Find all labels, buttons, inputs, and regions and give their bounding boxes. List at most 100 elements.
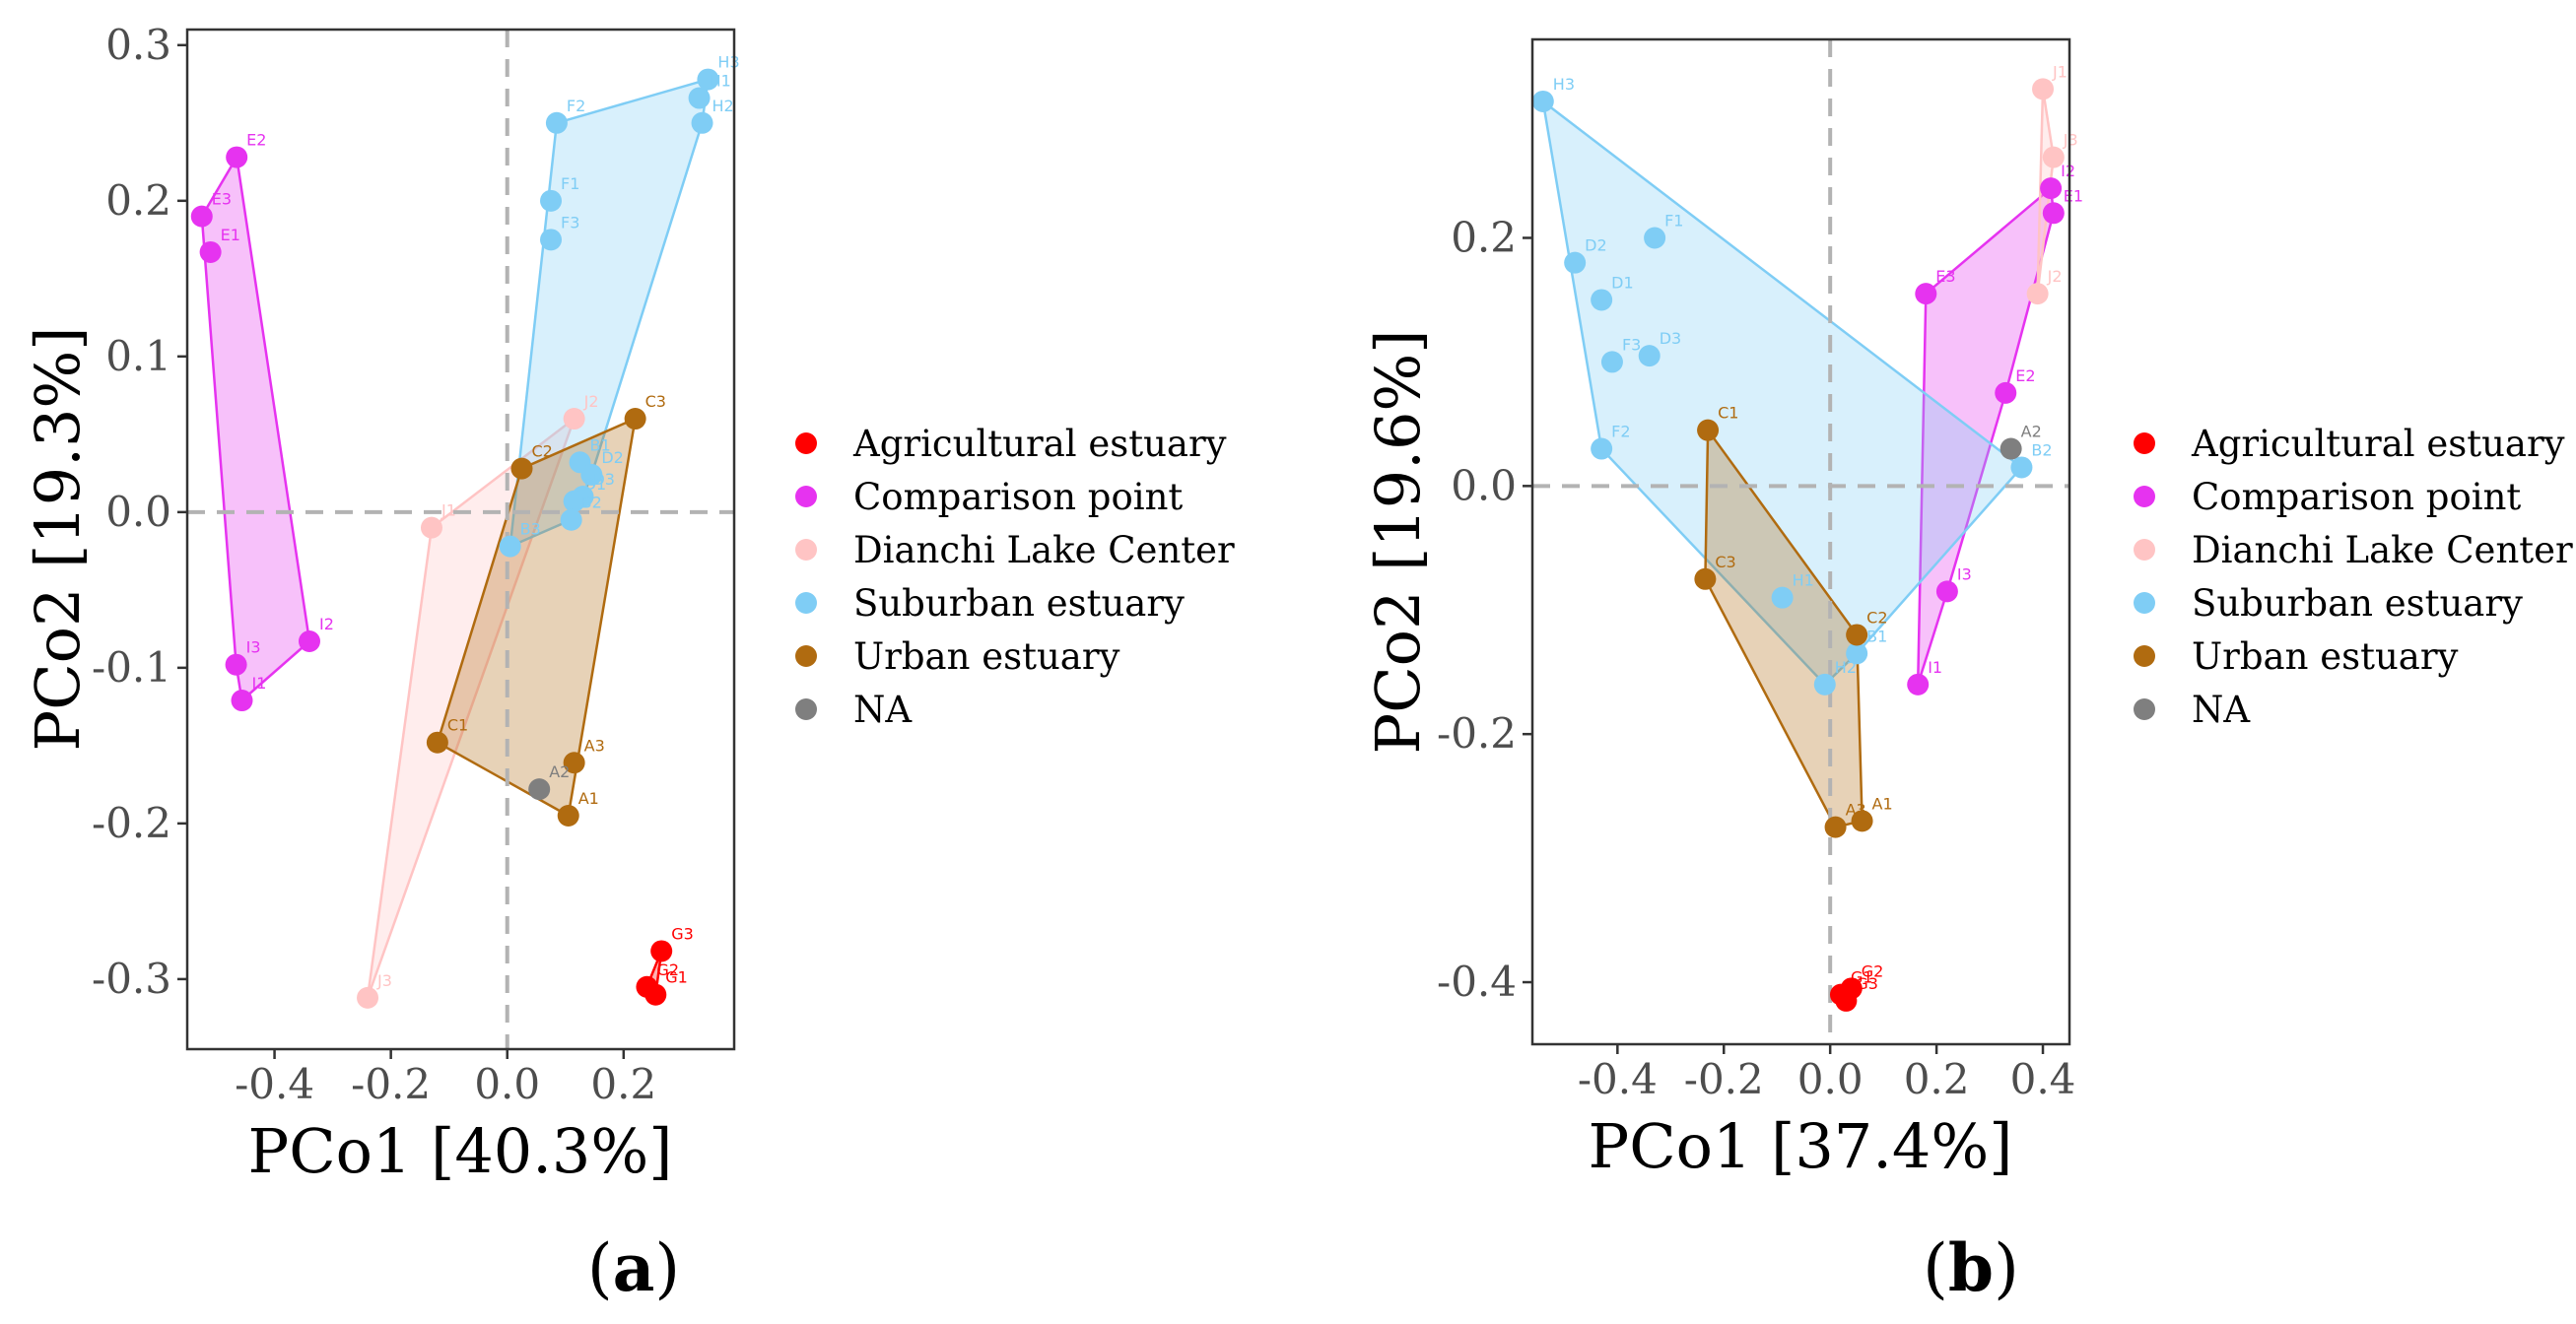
point-label-b-J1: J1 bbox=[2052, 62, 2068, 81]
legend-key-urban-estuary bbox=[795, 645, 817, 667]
panel-a-y-ticks: -0.3 -0.2 -0.1 0.0 0.1 0.2 0.3 bbox=[92, 21, 187, 1003]
point-label-b-F1: F1 bbox=[1664, 211, 1683, 230]
point-label-b-G1: G1 bbox=[1851, 968, 1873, 987]
point-a-H3 bbox=[697, 68, 719, 91]
point-label-a-C1: C1 bbox=[447, 716, 468, 735]
point-label-b-D2: D2 bbox=[1585, 236, 1607, 255]
point-b-F1 bbox=[1644, 227, 1666, 249]
point-label-a-D3: D3 bbox=[592, 470, 615, 489]
x-tick-label: -0.2 bbox=[351, 1060, 431, 1108]
point-a-I3 bbox=[225, 653, 247, 676]
point-label-a-F3: F3 bbox=[561, 213, 579, 232]
point-a-J2 bbox=[563, 408, 585, 430]
legend-label-agricultural-estuary: Agricultural estuary bbox=[852, 423, 1227, 465]
point-a-D2 bbox=[580, 463, 603, 486]
point-label-a-B1: B1 bbox=[590, 435, 611, 454]
point-label-a-D2: D2 bbox=[601, 448, 624, 467]
point-label-a-J2: J2 bbox=[583, 392, 599, 411]
y-tick-label: -0.3 bbox=[92, 955, 171, 1003]
point-label-b-C1: C1 bbox=[1718, 404, 1738, 423]
point-a-G3 bbox=[650, 940, 673, 962]
point-label-a-F1: F1 bbox=[561, 174, 579, 193]
point-a-F2 bbox=[545, 111, 568, 134]
panel-b-label-close: ) bbox=[1994, 1230, 2019, 1306]
point-b-D3 bbox=[1638, 345, 1661, 367]
point-a-H2 bbox=[691, 111, 713, 134]
point-label-a-A3: A3 bbox=[584, 736, 605, 755]
x-tick-label: 0.2 bbox=[590, 1060, 656, 1108]
point-label-b-I3: I3 bbox=[1957, 564, 1972, 583]
point-b-J1 bbox=[2032, 78, 2055, 100]
point-label-b-D3: D3 bbox=[1660, 329, 1682, 348]
point-label-a-G1: G1 bbox=[665, 968, 688, 987]
legend-key-na bbox=[2134, 698, 2155, 720]
x-tick-label: 0.0 bbox=[1797, 1055, 1864, 1103]
point-a-A3 bbox=[563, 752, 585, 774]
y-tick-label: -0.1 bbox=[92, 643, 171, 692]
panel-b-hull-suburban-estuary bbox=[1541, 99, 2024, 687]
x-tick-label: -0.4 bbox=[1578, 1055, 1658, 1103]
point-b-J3 bbox=[2042, 146, 2065, 168]
point-label-a-B2: B2 bbox=[581, 494, 602, 512]
panel-a-label-close: ) bbox=[654, 1230, 680, 1306]
point-a-J1 bbox=[420, 516, 442, 539]
point-a-I2 bbox=[298, 630, 320, 652]
point-b-D2 bbox=[1564, 251, 1587, 274]
point-label-a-J1: J1 bbox=[441, 501, 456, 520]
y-tick-label: -0.2 bbox=[1437, 709, 1517, 758]
point-b-C2 bbox=[1846, 624, 1868, 646]
point-label-a-H3: H3 bbox=[717, 53, 739, 72]
point-label-a-I1: I1 bbox=[252, 674, 267, 693]
panel-a-label: (a) bbox=[587, 1229, 680, 1306]
point-label-a-B3: B3 bbox=[520, 520, 541, 539]
legend-label-urban-estuary: Urban estuary bbox=[2192, 635, 2459, 678]
legend-key-dianchi-lake-center bbox=[795, 539, 817, 561]
panel-b-hull-urban-estuary bbox=[1704, 426, 1864, 829]
point-label-a-C3: C3 bbox=[645, 392, 666, 411]
x-tick-label: 0.4 bbox=[2010, 1055, 2076, 1103]
point-a-E1 bbox=[199, 240, 222, 263]
legend-label-comparison-point: Comparison point bbox=[853, 476, 1183, 518]
panel-a-label-open: ( bbox=[587, 1230, 613, 1306]
panel-b-y-axis-title: PCo2 [19.6%] bbox=[1362, 330, 1434, 755]
point-b-J2 bbox=[2026, 283, 2049, 305]
point-label-a-J3: J3 bbox=[376, 971, 392, 990]
point-label-b-A3: A3 bbox=[1846, 801, 1866, 820]
point-label-a-E1: E1 bbox=[221, 226, 240, 244]
point-b-H2 bbox=[1813, 673, 1836, 695]
panel-b-points: G2G1G3E3I2E1E2I3I1J1J3J2H3F1D2D1D3F3F2B2… bbox=[1531, 62, 2083, 1012]
point-b-B1 bbox=[1846, 642, 1868, 665]
y-tick-label: 0.0 bbox=[105, 488, 171, 536]
x-tick-label: 0.0 bbox=[474, 1060, 540, 1108]
point-a-I1 bbox=[231, 690, 253, 712]
panel-b-x-ticks: -0.4 -0.2 0.0 0.2 0.4 bbox=[1578, 1044, 2076, 1103]
point-b-D1 bbox=[1591, 289, 1613, 311]
panel-b-y-ticks: -0.4 -0.2 0.0 0.2 bbox=[1437, 213, 1532, 1006]
point-b-H3 bbox=[1531, 90, 1554, 112]
legend-label-suburban-estuary: Suburban estuary bbox=[853, 582, 1185, 625]
point-label-b-B1: B1 bbox=[1866, 627, 1887, 645]
point-b-E1 bbox=[2042, 202, 2065, 225]
point-b-I1 bbox=[1907, 673, 1930, 695]
point-label-a-F2: F2 bbox=[567, 97, 585, 115]
legend-label-dianchi-lake-center: Dianchi Lake Center bbox=[853, 529, 1235, 571]
point-label-b-G3: G3 bbox=[1856, 974, 1878, 993]
legend-key-na bbox=[795, 698, 817, 720]
point-label-b-C2: C2 bbox=[1866, 608, 1887, 627]
point-label-b-H2: H2 bbox=[1835, 658, 1857, 677]
y-tick-label: -0.4 bbox=[1437, 958, 1517, 1006]
point-label-a-E2: E2 bbox=[246, 131, 266, 150]
point-b-F3 bbox=[1600, 351, 1623, 373]
panel-b-x-axis-title: PCo1 [37.4%] bbox=[1589, 1110, 2013, 1182]
panel-a-y-axis-title: PCo2 [19.3%] bbox=[22, 327, 94, 752]
panel-a-legend: Agricultural estuary Comparison point Dian… bbox=[795, 423, 1235, 731]
panel-b-label: (b) bbox=[1923, 1229, 2019, 1306]
point-label-b-A1: A1 bbox=[1872, 794, 1893, 813]
legend-label-na: NA bbox=[853, 689, 913, 731]
point-b-I3 bbox=[1935, 580, 1958, 603]
legend-key-suburban-estuary bbox=[795, 592, 817, 614]
point-label-b-A2: A2 bbox=[2021, 423, 2042, 441]
legend-key-dianchi-lake-center bbox=[2134, 539, 2155, 561]
point-label-a-E3: E3 bbox=[212, 190, 232, 209]
